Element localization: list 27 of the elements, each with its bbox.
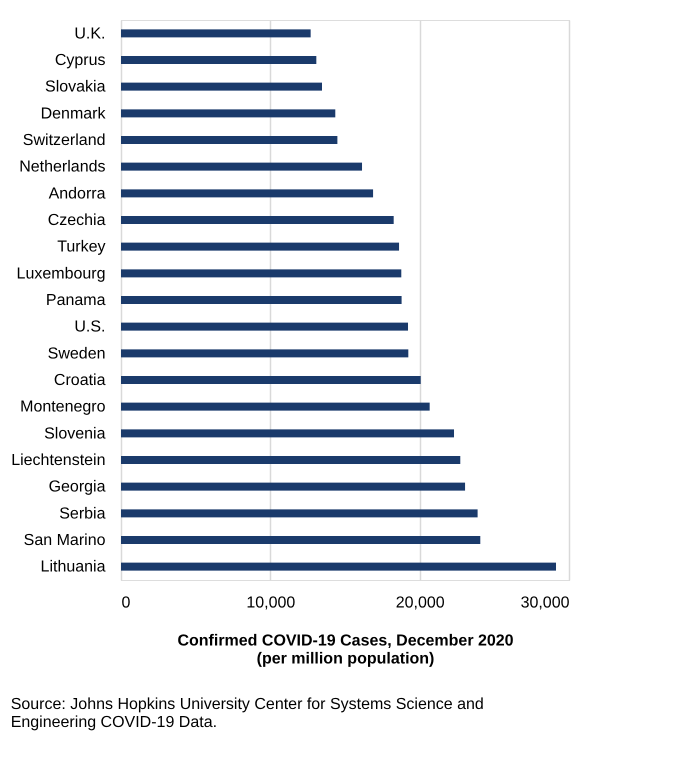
x-tick-label: 10,000 bbox=[246, 594, 296, 612]
y-tick-label: Sweden bbox=[48, 345, 106, 362]
y-tick-label: Lithuania bbox=[40, 558, 106, 576]
y-tick-label: U.K. bbox=[74, 25, 106, 42]
y-tick-label: Montenegro bbox=[20, 398, 106, 416]
y-tick-label: Slovakia bbox=[45, 78, 106, 96]
x-tick-label: 0 bbox=[122, 594, 130, 612]
y-tick-label: Turkey bbox=[57, 238, 106, 256]
x-axis-title: Confirmed COVID-19 Cases, December 2020 (per million population) bbox=[177, 632, 514, 668]
y-tick-label: Panama bbox=[46, 292, 106, 309]
y-tick-label: Netherlands bbox=[19, 158, 106, 176]
y-tick-label: Luxembourg bbox=[16, 265, 106, 282]
y-tick-label: U.S. bbox=[74, 318, 106, 336]
y-tick-label: San Marino bbox=[24, 532, 106, 549]
y-tick-label: Denmark bbox=[40, 105, 106, 122]
y-tick-label: Slovenia bbox=[44, 425, 106, 442]
y-tick-label: Czechia bbox=[48, 212, 106, 229]
x-tick-label: 30,000 bbox=[520, 594, 570, 612]
y-tick-label: Croatia bbox=[54, 372, 106, 389]
y-tick-label: Liechtenstein bbox=[11, 452, 106, 469]
x-tick-label: 20,000 bbox=[396, 594, 445, 612]
y-tick-label: Serbia bbox=[59, 505, 106, 522]
y-tick-label: Georgia bbox=[48, 478, 106, 496]
y-tick-label: Andorra bbox=[48, 185, 106, 202]
y-tick-label: Switzerland bbox=[22, 132, 106, 149]
y-tick-label: Cyprus bbox=[54, 52, 106, 69]
source-note: Source: Johns Hopkins University Center for Systems Science and Engineering COVID-19 Data. bbox=[10, 696, 484, 731]
